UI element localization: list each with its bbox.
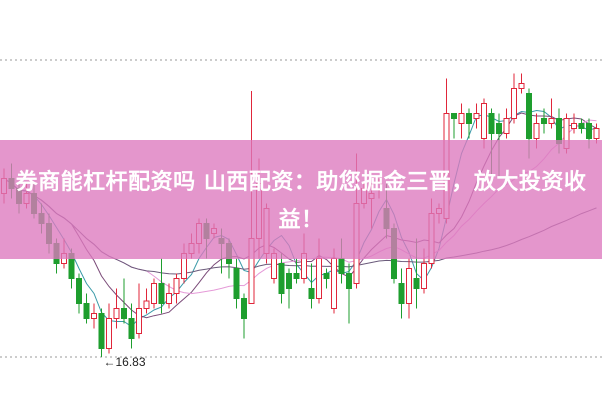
- candle: [511, 73, 517, 124]
- candle: [173, 273, 180, 304]
- candle: [166, 283, 172, 309]
- candle-body: [91, 313, 97, 319]
- candle: [548, 98, 555, 129]
- candle: [293, 258, 300, 284]
- candle-body: [143, 300, 150, 309]
- candle-body: [533, 123, 540, 139]
- candle-body: [113, 308, 120, 319]
- candle-body: [158, 283, 165, 304]
- candle-body: [166, 293, 172, 304]
- candle-body: [98, 313, 105, 349]
- candle-body: [331, 258, 337, 309]
- candle-body: [398, 283, 405, 304]
- candle-body: [571, 123, 577, 129]
- candle-body: [473, 113, 480, 119]
- ma10-line: [3, 112, 597, 319]
- candle: [503, 108, 510, 139]
- candle-body: [136, 308, 142, 334]
- candle: [121, 278, 127, 324]
- candle-body: [151, 283, 157, 304]
- candle-body: [346, 273, 352, 289]
- candle: [323, 268, 330, 289]
- candle-body: [421, 263, 427, 289]
- candle-body: [488, 113, 495, 134]
- candle-body: [503, 118, 510, 134]
- candle: [113, 288, 120, 329]
- candle-body: [481, 103, 487, 139]
- candle: [136, 283, 142, 339]
- candle: [151, 278, 157, 309]
- candle: [541, 108, 547, 134]
- candle: [278, 253, 285, 304]
- candle: [406, 258, 412, 319]
- candle: [308, 263, 315, 309]
- candle-body: [173, 278, 180, 294]
- candle: [518, 73, 525, 94]
- low-price-label: ←16.83: [104, 355, 146, 369]
- candle-body: [586, 123, 592, 139]
- candle-body: [316, 258, 322, 299]
- candle-body: [406, 268, 412, 304]
- candle-body: [233, 268, 240, 299]
- candle-body: [511, 88, 517, 119]
- candle-body: [76, 278, 82, 304]
- candle-body: [413, 278, 420, 289]
- candle-body: [286, 273, 292, 289]
- candle-body: [451, 113, 457, 119]
- candle: [466, 108, 472, 139]
- page-title: 券商能杠杆配资吗 山西配资：助您掘金三晋，放大投资收益！: [15, 170, 587, 233]
- candle-body: [106, 318, 112, 349]
- candle: [451, 113, 457, 139]
- candle-body: [466, 113, 472, 124]
- candle-body: [541, 118, 547, 124]
- candle-body: [578, 123, 585, 129]
- candle-body: [293, 273, 300, 279]
- candle: [128, 303, 135, 349]
- candle: [91, 303, 97, 329]
- candle-body: [526, 93, 532, 139]
- candle: [458, 103, 465, 139]
- candle-body: [518, 83, 525, 89]
- candle-body: [278, 263, 285, 294]
- candle-body: [241, 298, 247, 319]
- candle: [76, 273, 82, 314]
- candle-body: [593, 128, 600, 139]
- candle-body: [496, 123, 502, 134]
- candle-body: [548, 118, 555, 124]
- candle: [106, 303, 112, 354]
- candle-body: [83, 303, 90, 319]
- candle-body: [338, 258, 345, 274]
- title-banner: [0, 140, 602, 259]
- candle: [398, 268, 405, 319]
- candle-body: [323, 273, 330, 279]
- candle: [571, 113, 577, 134]
- candle: [346, 263, 352, 324]
- candle-body: [128, 318, 135, 339]
- candle-body: [308, 288, 315, 299]
- candle-body: [458, 113, 465, 124]
- candle: [158, 258, 165, 314]
- candle: [233, 258, 240, 309]
- candle: [98, 308, 105, 357]
- candle: [473, 103, 480, 129]
- candle: [241, 293, 247, 339]
- candle: [83, 293, 90, 324]
- candle-body: [121, 308, 127, 319]
- candle: [578, 118, 585, 134]
- candle: [286, 268, 292, 309]
- candle: [143, 288, 150, 314]
